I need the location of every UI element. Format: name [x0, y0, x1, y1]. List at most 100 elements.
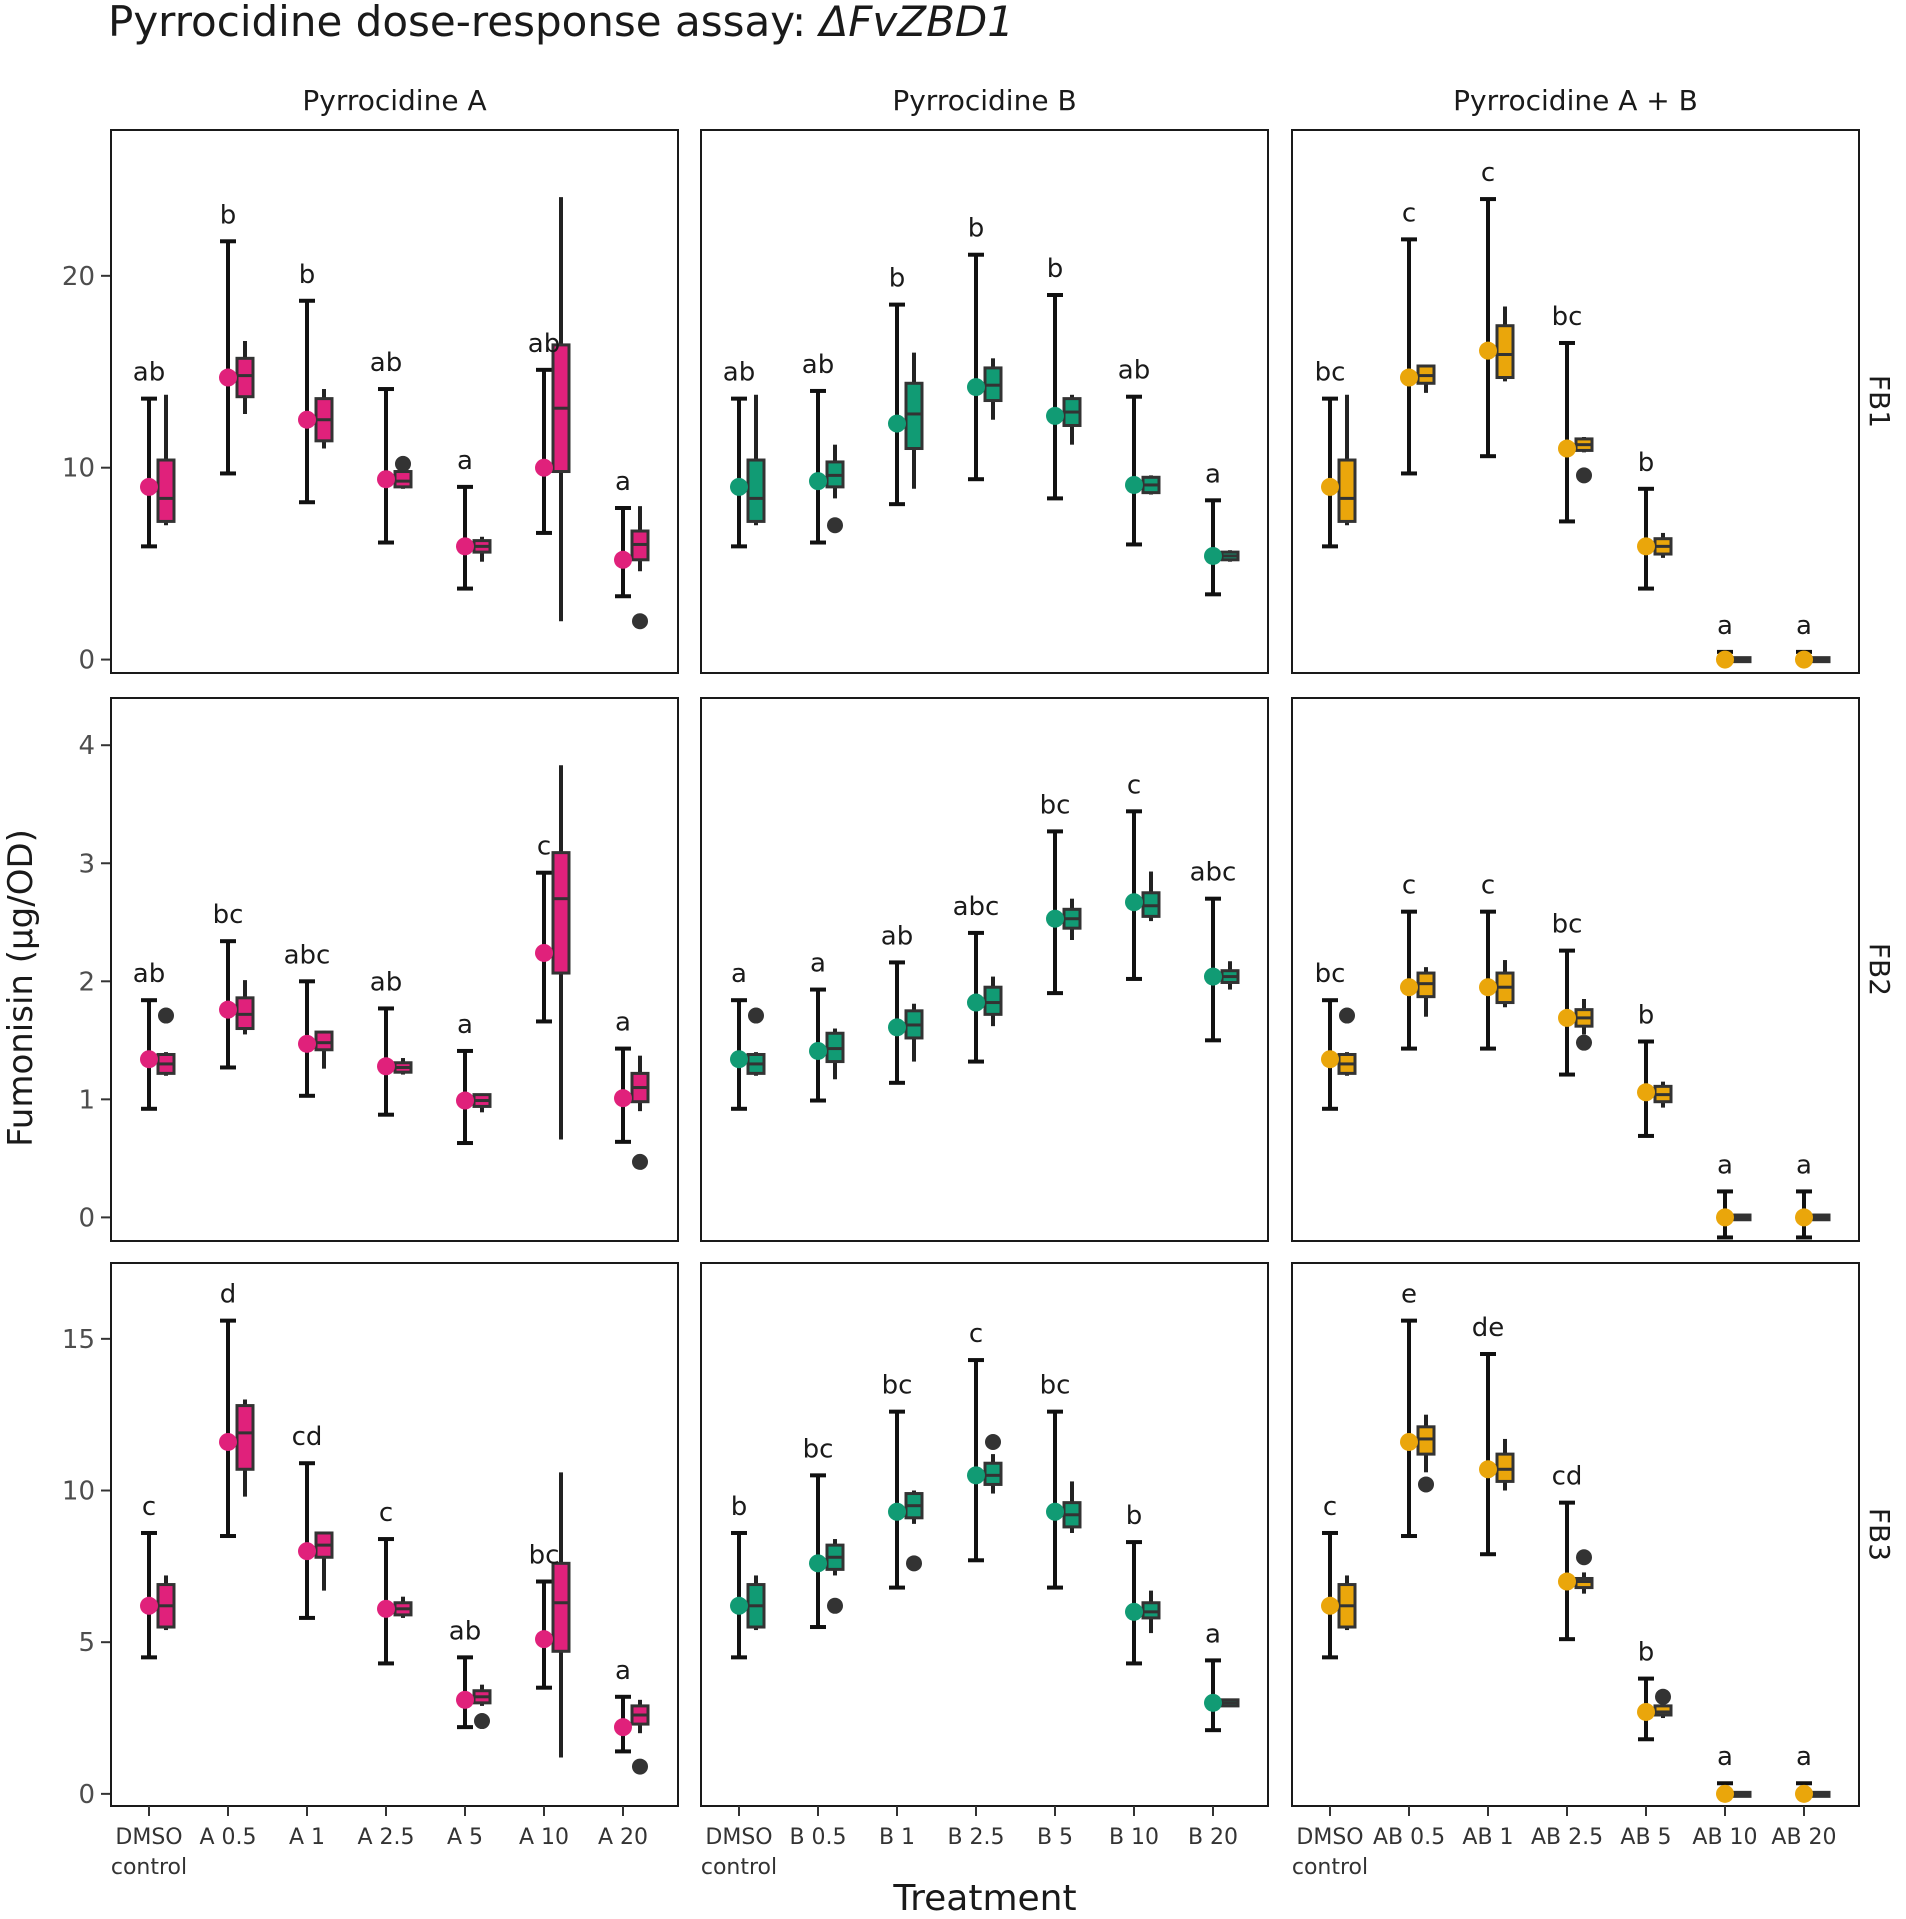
x-tick-label: B 10 [1109, 1825, 1159, 1850]
outlier-point [827, 1597, 843, 1614]
significance-letter: c [142, 1492, 156, 1522]
x-tick-label-line: AB 10 [1692, 1825, 1757, 1850]
significance-letter: bc [1315, 358, 1346, 388]
significance-letter: c [1402, 871, 1416, 901]
significance-letter: ab [449, 1616, 481, 1646]
significance-letter: ab [1118, 356, 1150, 386]
x-tick-label: A 2.5 [357, 1825, 414, 1850]
mean-point [1125, 1602, 1143, 1621]
x-tick-label-line: B 20 [1188, 1825, 1238, 1850]
significance-letter: b [220, 200, 237, 230]
mean-point [1204, 546, 1222, 565]
mean-point [377, 1057, 395, 1076]
mean-point [140, 477, 158, 496]
mean-point [219, 1432, 237, 1451]
mean-point [1795, 1208, 1813, 1227]
mean-point [1479, 978, 1497, 997]
significance-letter: bc [882, 1371, 913, 1401]
mean-point [1125, 893, 1143, 912]
significance-letter: c [1481, 871, 1495, 901]
mean-point [967, 993, 985, 1012]
outlier-point [474, 1713, 490, 1730]
panel: ab ab b b b ab a [700, 129, 1269, 674]
significance-letter: bc [1552, 302, 1583, 332]
significance-letter: a [1205, 1619, 1221, 1649]
mean-point [730, 1596, 748, 1615]
mean-point [967, 1466, 985, 1485]
significance-letter: c [537, 832, 551, 862]
y-tick-label: 10 [62, 1477, 95, 1507]
mean-point [1400, 1432, 1418, 1451]
significance-letter: abc [284, 940, 331, 970]
x-tick-label: A 10 [519, 1825, 569, 1850]
y-tick-label: 0 [78, 1780, 95, 1810]
significance-letter: bc [1040, 1371, 1071, 1401]
significance-letter: a [615, 1008, 631, 1038]
mean-point [1637, 1702, 1655, 1721]
mean-point [219, 368, 237, 387]
mean-point [730, 477, 748, 496]
chart-title-main: Pyrrocidine dose-response assay: [108, 0, 820, 46]
mean-point [1558, 1572, 1576, 1591]
significance-letter: a [457, 446, 473, 476]
box [551, 851, 571, 975]
chart-title-strain: ΔFvZBD1 [817, 0, 1014, 46]
box [235, 1404, 255, 1471]
x-tick-label: B 2.5 [947, 1825, 1004, 1850]
mean-point [1400, 978, 1418, 997]
x-tick-label-line: B 0.5 [789, 1825, 846, 1850]
x-tick-label-line: A 1 [289, 1825, 325, 1850]
mean-point [888, 414, 906, 433]
box [983, 1461, 1003, 1486]
significance-letter: b [968, 214, 985, 244]
significance-letter: c [969, 1319, 983, 1349]
significance-letter: c [1127, 770, 1141, 800]
x-tick-label: A 1 [289, 1825, 325, 1850]
panel-frame [700, 1262, 1269, 1807]
chart-title: Pyrrocidine dose-response assay: ΔFvZBD1 [108, 0, 1014, 46]
mean-point [809, 1554, 827, 1573]
mean-point [456, 537, 474, 556]
mean-point [1046, 1502, 1064, 1521]
facet-label: FB3 [1863, 1508, 1896, 1561]
mean-point [535, 458, 553, 477]
significance-letter: a [1796, 611, 1812, 641]
x-tick-label-line: DMSO [115, 1825, 182, 1850]
significance-letter: cd [292, 1422, 323, 1452]
significance-letter: cd [1552, 1462, 1583, 1492]
significance-letter: b [1638, 1638, 1655, 1668]
mean-point [1716, 1784, 1734, 1803]
x-tick-label: A 5 [447, 1825, 483, 1850]
box [393, 470, 413, 489]
mean-point [888, 1018, 906, 1037]
x-tick-label: AB 5 [1620, 1825, 1671, 1850]
box [1141, 1601, 1161, 1620]
significance-letter: bc [1315, 959, 1346, 989]
significance-letter: bc [213, 900, 244, 930]
y-tick-label: 2 [78, 967, 95, 997]
significance-letter: a [457, 1010, 473, 1040]
y-tick-label: 15 [62, 1325, 95, 1355]
mean-point [1046, 909, 1064, 928]
x-tick-label-line: A 0.5 [199, 1825, 256, 1850]
mean-point [1321, 1596, 1339, 1615]
panel: a a ab abc bc c abc [700, 697, 1269, 1242]
mean-point [298, 1034, 316, 1053]
significance-letter: a [1796, 1742, 1812, 1772]
significance-letter: a [1205, 459, 1221, 489]
facet-label: Pyrrocidine A [302, 84, 486, 117]
outlier-point [632, 613, 648, 630]
x-tick-label-line: A 20 [598, 1825, 648, 1850]
mean-point [967, 378, 985, 397]
x-tick-label-line: control [111, 1855, 187, 1880]
mean-point [1479, 341, 1497, 360]
box [1495, 1452, 1515, 1483]
x-tick-label: B 5 [1037, 1825, 1073, 1850]
panel: bc c c bc b a a [1291, 697, 1860, 1242]
significance-letter: de [1472, 1313, 1505, 1343]
significance-letter: a [615, 1656, 631, 1686]
facet-label: Pyrrocidine B [892, 84, 1076, 117]
mean-point [809, 472, 827, 491]
mean-point [298, 410, 316, 429]
